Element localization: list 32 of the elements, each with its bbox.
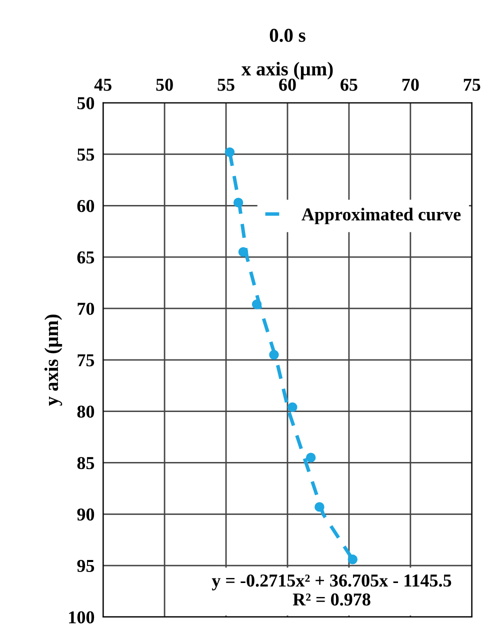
y-tick-label: 55 <box>77 148 94 161</box>
x-tick-label: 75 <box>464 78 480 91</box>
x-tick-label: 70 <box>402 78 419 91</box>
point <box>269 350 279 360</box>
y-tick-label: 75 <box>78 354 94 366</box>
y-tick-label: 70 <box>78 302 94 315</box>
point <box>306 452 316 462</box>
y-tick-label: 60 <box>77 200 94 212</box>
x-tick-label: 65 <box>340 78 358 91</box>
x-tick-label: 60 <box>279 78 296 91</box>
x-axis-title: x axis (µm) <box>241 62 333 80</box>
y-tick-label: 95 <box>77 560 94 572</box>
y-axis-title: y axis (µm) <box>44 314 62 406</box>
y-tick-label: 50 <box>77 97 94 110</box>
point <box>252 300 262 310</box>
point <box>233 198 244 208</box>
x-tick-label: 55 <box>218 78 234 91</box>
point <box>314 502 324 512</box>
chart-title: 0.0 s <box>270 28 306 42</box>
point <box>348 554 358 564</box>
y-tick-label: 65 <box>77 251 94 264</box>
y-tick-label: 85 <box>77 456 94 470</box>
x-tick-label: 50 <box>156 78 173 91</box>
legend-label: Approximated curve <box>302 208 461 224</box>
x-tick-label: 45 <box>94 78 112 91</box>
y-tick-label: 80 <box>77 406 94 418</box>
y-tick-label: 100 <box>69 611 94 624</box>
point <box>238 247 248 257</box>
annotation: y = -0.2715x² + 36.705x - 1145.5 R² = 0.978 <box>212 574 452 606</box>
y-tick-label: 90 <box>77 508 94 521</box>
point <box>288 402 298 412</box>
point <box>224 147 235 158</box>
